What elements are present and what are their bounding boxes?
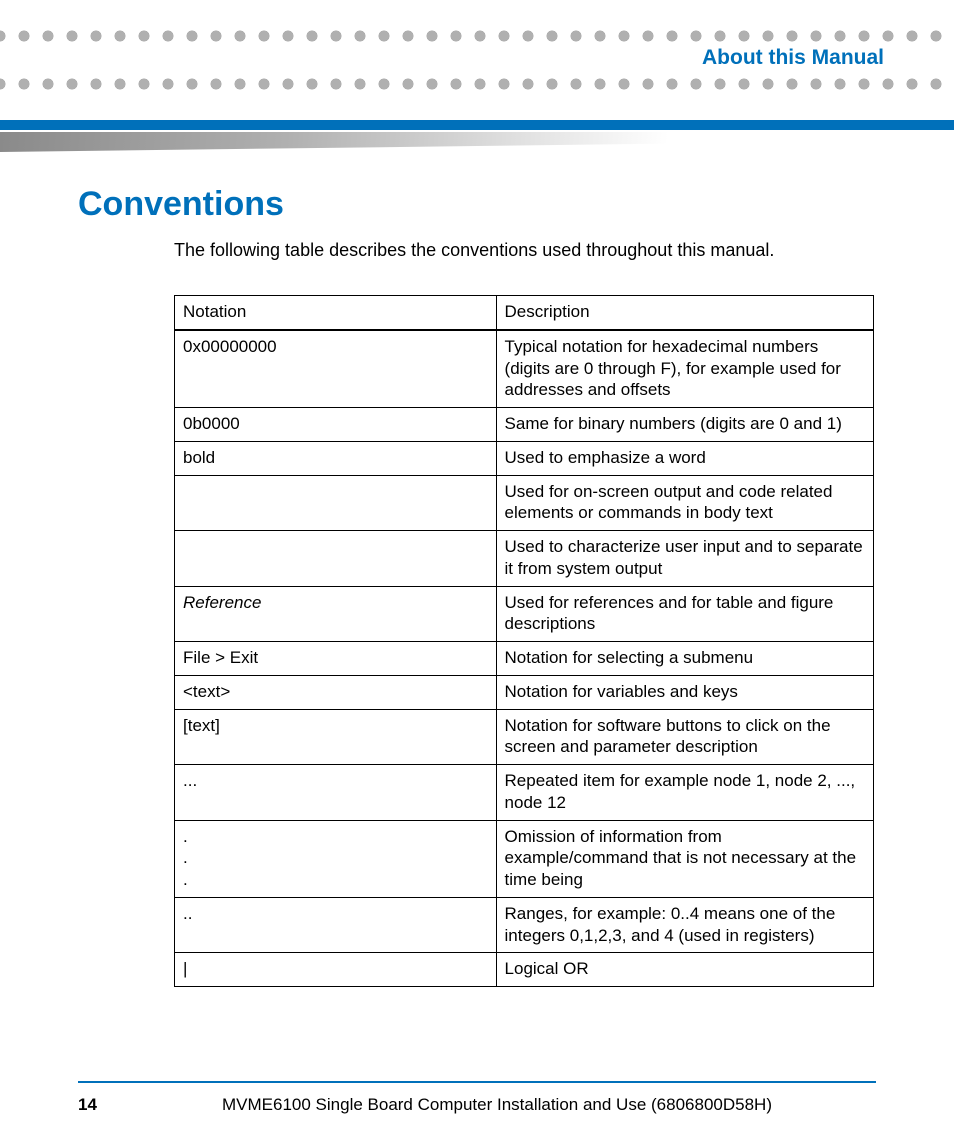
cell-description: Used for on-screen output and code relat…	[496, 475, 873, 531]
header-band: About this Manual	[0, 44, 954, 72]
cell-notation	[175, 531, 497, 587]
cell-notation: File > Exit	[175, 642, 497, 676]
cell-description: Notation for selecting a submenu	[496, 642, 873, 676]
cell-description: Used for references and for table and fi…	[496, 586, 873, 642]
cell-description: Same for binary numbers (digits are 0 an…	[496, 408, 873, 442]
cell-notation: ..	[175, 897, 497, 953]
cell-notation: ...	[175, 820, 497, 897]
table-row: File > ExitNotation for selecting a subm…	[175, 642, 874, 676]
cell-description: Ranges, for example: 0..4 means one of t…	[496, 897, 873, 953]
cell-description: Typical notation for hexadecimal numbers…	[496, 330, 873, 408]
cell-notation: Reference	[175, 586, 497, 642]
table-row: boldUsed to emphasize a word	[175, 441, 874, 475]
col-header-notation: Notation	[175, 296, 497, 330]
cell-description: Used to characterize user input and to s…	[496, 531, 873, 587]
cell-description: Notation for software buttons to click o…	[496, 709, 873, 765]
col-header-description: Description	[496, 296, 873, 330]
page-title: Conventions	[78, 185, 876, 224]
intro-paragraph: The following table describes the conven…	[174, 240, 876, 261]
cell-description: Logical OR	[496, 953, 873, 987]
cell-notation: 0x00000000	[175, 330, 497, 408]
cell-notation: |	[175, 953, 497, 987]
table-row: Used to characterize user input and to s…	[175, 531, 874, 587]
table-row: 0x00000000Typical notation for hexadecim…	[175, 330, 874, 408]
table-row: ...Repeated item for example node 1, nod…	[175, 765, 874, 821]
grey-wedge-shadow	[0, 132, 954, 152]
table-row: ...Omission of information from example/…	[175, 820, 874, 897]
cell-notation: [text]	[175, 709, 497, 765]
content-area: Conventions The following table describe…	[78, 185, 876, 987]
blue-divider-bar	[0, 120, 954, 130]
table-row: 0b0000Same for binary numbers (digits ar…	[175, 408, 874, 442]
table-row: ..Ranges, for example: 0..4 means one of…	[175, 897, 874, 953]
table-row: <text>Notation for variables and keys	[175, 675, 874, 709]
cell-description: Repeated item for example node 1, node 2…	[496, 765, 873, 821]
cell-description: Omission of information from example/com…	[496, 820, 873, 897]
footer-doc-title: MVME6100 Single Board Computer Installat…	[118, 1095, 876, 1115]
table-row: ReferenceUsed for references and for tab…	[175, 586, 874, 642]
table-row: [text]Notation for software buttons to c…	[175, 709, 874, 765]
header-section-title: About this Manual	[702, 46, 884, 70]
cell-notation: ...	[175, 765, 497, 821]
cell-notation	[175, 475, 497, 531]
cell-description: Notation for variables and keys	[496, 675, 873, 709]
cell-description: Used to emphasize a word	[496, 441, 873, 475]
table-row: Used for on-screen output and code relat…	[175, 475, 874, 531]
table-header-row: Notation Description	[175, 296, 874, 330]
cell-notation: <text>	[175, 675, 497, 709]
cell-notation: 0b0000	[175, 408, 497, 442]
footer: 14 MVME6100 Single Board Computer Instal…	[78, 1095, 876, 1115]
cell-notation: bold	[175, 441, 497, 475]
page-number: 14	[78, 1095, 118, 1115]
conventions-table: Notation Description 0x00000000Typical n…	[174, 295, 874, 987]
footer-rule	[78, 1081, 876, 1083]
table-row: |Logical OR	[175, 953, 874, 987]
